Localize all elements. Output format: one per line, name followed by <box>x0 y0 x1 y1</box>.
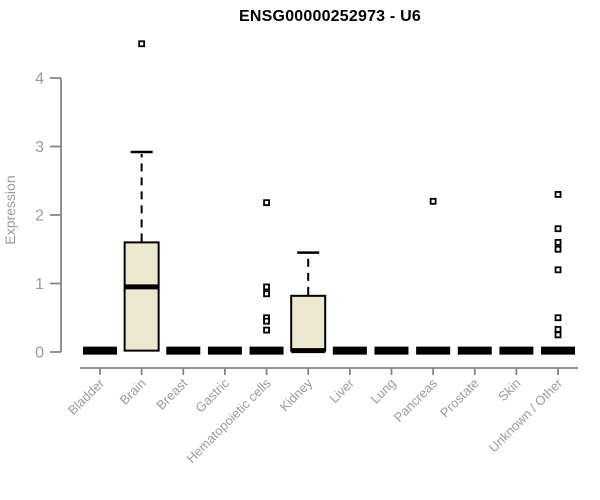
y-tick-label-3: 3 <box>35 139 44 156</box>
flat-box-breast <box>166 346 201 355</box>
y-tick-label-2: 2 <box>35 208 44 225</box>
flat-box-prostate <box>457 346 492 355</box>
x-tick-label-liver: Liver <box>326 375 357 406</box>
flat-box-unknown-other <box>541 346 576 355</box>
outlier-point-unknown-other-3 <box>554 245 562 253</box>
x-tick-label-gastric: Gastric <box>192 375 232 415</box>
flat-box-gastric <box>207 346 242 355</box>
outlier-point-hematopoietic-cells-5 <box>263 326 270 334</box>
flat-box-bladder <box>83 346 117 355</box>
outlier-point-unknown-other-1 <box>554 225 562 233</box>
outlier-point-unknown-other-6 <box>554 325 562 333</box>
outlier-point-unknown-other-5 <box>554 314 562 322</box>
flat-box-lung <box>374 346 409 355</box>
x-tick-label-kidney: Kidney <box>277 375 316 414</box>
outlier-point-hematopoietic-cells-0 <box>263 199 270 207</box>
x-tick-label-prostate: Prostate <box>437 376 482 421</box>
x-tick-label-pancreas: Pancreas <box>391 375 441 425</box>
y-tick-label-1: 1 <box>35 276 44 293</box>
outlier-point-unknown-other-4 <box>554 266 562 274</box>
flat-box-pancreas <box>416 346 451 355</box>
x-tick-label-brain: Brain <box>117 376 149 408</box>
y-tick-label-0: 0 <box>35 345 44 362</box>
x-tick-label-lung: Lung <box>368 376 399 407</box>
flat-box-liver <box>332 346 367 355</box>
x-tick-label-breast: Breast <box>153 375 190 412</box>
x-tick-label-unknown-other: Unknown / Other <box>486 375 566 455</box>
outlier-point-unknown-other-7 <box>554 331 562 339</box>
flat-box-hematopoietic-cells <box>249 346 284 355</box>
box-brain <box>123 241 160 352</box>
outlier-point-unknown-other-0 <box>554 191 562 198</box>
outlier-point-hematopoietic-cells-4 <box>263 317 270 325</box>
outlier-point-unknown-other-2 <box>554 238 562 246</box>
x-tick-label-skin: Skin <box>495 376 523 404</box>
outlier-point-brain-0 <box>138 40 146 48</box>
outlier-point-hematopoietic-cells-2 <box>263 290 270 298</box>
flat-box-skin <box>499 346 534 355</box>
x-tick-label-bladder: Bladder <box>65 375 108 418</box>
y-tick-label-4: 4 <box>35 71 44 88</box>
chart-title: ENSG00000252973 - U6 <box>239 8 421 25</box>
box-kidney <box>290 294 327 352</box>
outlier-point-pancreas-0 <box>429 197 437 205</box>
outlier-point-hematopoietic-cells-1 <box>263 283 270 291</box>
